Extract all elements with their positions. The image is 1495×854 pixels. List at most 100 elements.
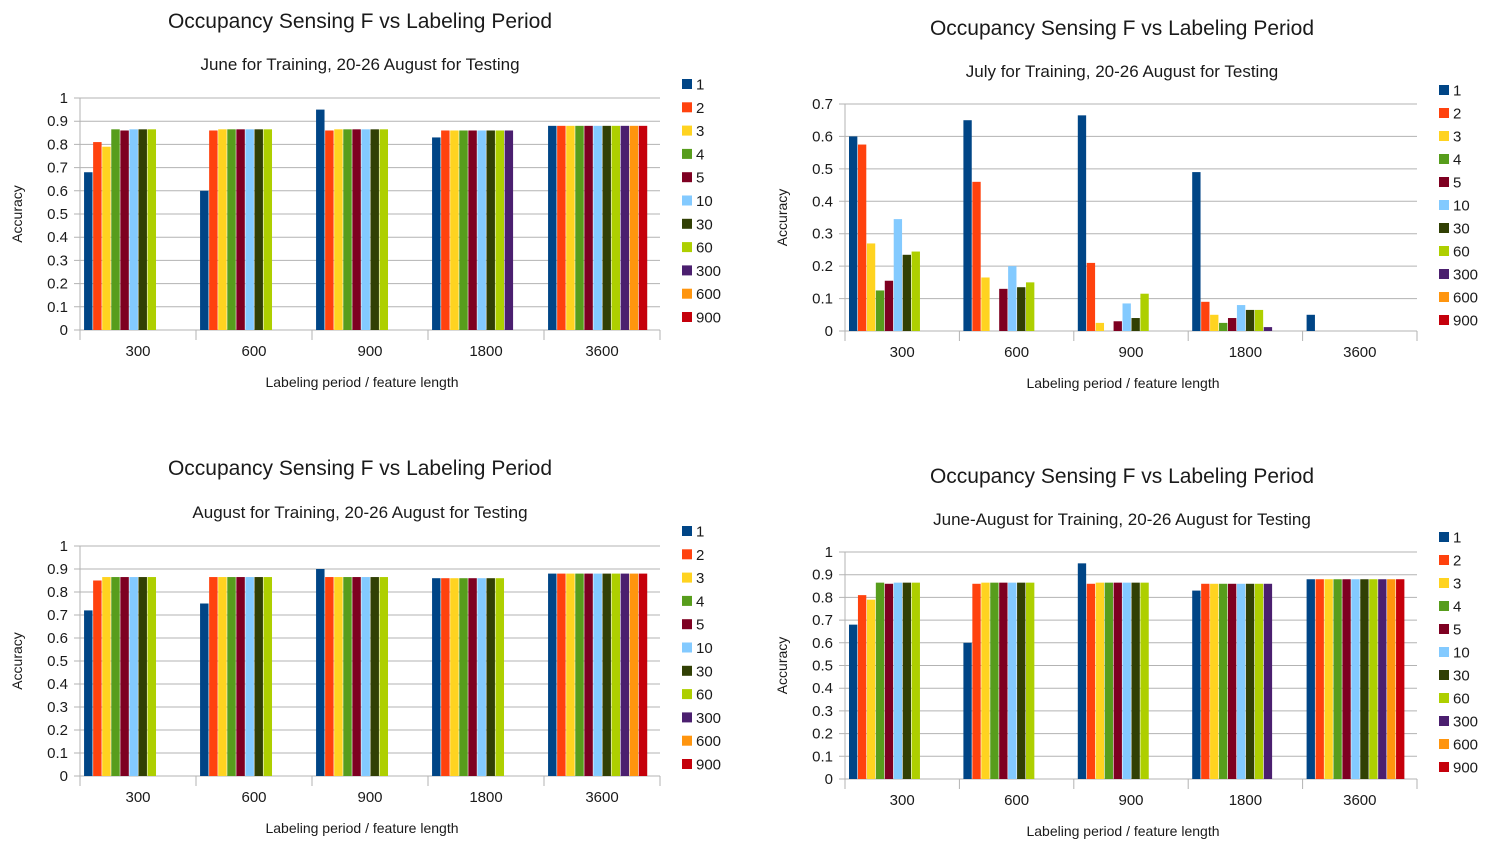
- legend-swatch-300: [1439, 716, 1449, 726]
- legend-label-2: 2: [1453, 553, 1461, 570]
- y-tick-label: 0.5: [47, 206, 68, 223]
- bar-series-900: [1396, 579, 1405, 779]
- bar-series-4: [343, 577, 352, 776]
- legend-label-600: 600: [1453, 737, 1478, 754]
- bar-series-5: [120, 130, 129, 330]
- y-tick-label: 0.4: [812, 680, 833, 697]
- bar-series-3: [981, 582, 990, 779]
- legend-swatch-3: [682, 572, 692, 583]
- bar-series-2: [1315, 579, 1324, 779]
- chart-subtitle: August for Training, 20-26 August for Te…: [192, 503, 527, 522]
- legend-swatch-600: [1439, 739, 1449, 749]
- bar-series-10: [893, 582, 903, 779]
- bar-series-3: [1324, 579, 1333, 779]
- bar-series-4: [227, 577, 236, 776]
- y-tick-label: 1: [825, 544, 833, 561]
- y-tick-label: 1: [60, 90, 68, 107]
- bar-series-60: [911, 251, 920, 331]
- chart-title: Occupancy Sensing F vs Labeling Period: [930, 17, 1314, 40]
- bar-series-3: [102, 577, 111, 776]
- bar-series-10: [593, 125, 602, 330]
- legend-label-1: 1: [1453, 83, 1461, 100]
- bar-series-30: [1131, 582, 1140, 779]
- bar-series-60: [1140, 582, 1149, 779]
- bar-series-60: [611, 125, 621, 330]
- legend-label-10: 10: [696, 193, 713, 210]
- legend-swatch-4: [1439, 154, 1449, 164]
- bar-series-1: [548, 125, 557, 330]
- legend-swatch-900: [1439, 762, 1449, 772]
- y-tick-label: 0.7: [812, 96, 833, 113]
- x-tick-label: 3600: [1343, 344, 1376, 361]
- legend-swatch-4: [682, 595, 692, 606]
- bar-series-4: [459, 578, 468, 776]
- chart-title: Occupancy Sensing F vs Labeling Period: [168, 457, 552, 480]
- bar-series-30: [1245, 309, 1255, 331]
- bar-series-3: [1095, 582, 1105, 779]
- bar-series-3: [866, 599, 876, 779]
- bar-series-2: [441, 578, 450, 776]
- x-tick-label: 600: [241, 789, 266, 806]
- bar-series-10: [1236, 305, 1246, 331]
- legend-label-300: 300: [1453, 267, 1478, 284]
- bar-series-10: [893, 219, 903, 331]
- bar-series-4: [575, 125, 584, 330]
- legend-swatch-3: [1439, 578, 1449, 588]
- chart-june: Occupancy Sensing F vs Labeling Period Ju…: [9, 10, 721, 390]
- y-tick-label: 0.4: [47, 229, 68, 246]
- y-tick-label: 0.1: [812, 748, 833, 765]
- bar-series-60: [379, 577, 389, 776]
- legend-label-2: 2: [696, 547, 704, 564]
- bar-series-1: [1077, 115, 1087, 331]
- bar-series-3: [218, 577, 227, 776]
- x-axis-label: Labeling period / feature length: [265, 374, 458, 390]
- y-tick-label: 0.6: [812, 635, 833, 652]
- legend-swatch-5: [682, 172, 692, 183]
- y-tick-label: 0.5: [812, 658, 833, 675]
- legend-swatch-300: [1439, 269, 1449, 279]
- bar-series-4: [1219, 322, 1228, 331]
- bar-series-2: [93, 580, 102, 776]
- legend-swatch-900: [682, 759, 692, 769]
- bar-series-3: [566, 125, 575, 330]
- bar-series-10: [1236, 583, 1246, 779]
- legend-label-300: 300: [1453, 714, 1478, 731]
- x-tick-label: 3600: [1343, 792, 1376, 809]
- bar-series-5: [884, 280, 894, 331]
- y-tick-label: 0.7: [47, 607, 68, 624]
- bar-series-2: [857, 144, 867, 331]
- bar-series-60: [379, 129, 389, 330]
- legend-swatch-30: [1439, 223, 1449, 233]
- bar-series-60: [1140, 293, 1149, 331]
- bar-series-2: [209, 577, 218, 776]
- bar-series-5: [120, 577, 129, 776]
- bar-series-10: [477, 578, 486, 776]
- legend-label-3: 3: [1453, 129, 1461, 146]
- legend-label-10: 10: [1453, 645, 1470, 662]
- bar-series-5: [1342, 579, 1351, 779]
- bar-series-1: [200, 190, 209, 330]
- legend-swatch-5: [1439, 177, 1449, 187]
- bar-series-5: [468, 130, 477, 330]
- y-tick-label: 0.2: [47, 276, 68, 293]
- y-tick-label: 0: [825, 771, 833, 788]
- bar-series-30: [902, 254, 912, 331]
- y-tick-label: 0.9: [47, 113, 68, 130]
- y-tick-label: 0.3: [812, 703, 833, 720]
- legend-swatch-30: [1439, 670, 1449, 680]
- legend-swatch-300: [682, 712, 692, 723]
- legend-label-600: 600: [696, 733, 721, 750]
- bar-series-10: [1122, 303, 1131, 331]
- bar-series-60: [1026, 282, 1035, 331]
- bar-series-2: [557, 125, 566, 330]
- bar-series-3: [1095, 322, 1105, 331]
- x-tick-label: 600: [1004, 344, 1029, 361]
- bar-series-1: [200, 603, 209, 776]
- bar-series-900: [638, 125, 648, 330]
- bar-series-30: [138, 129, 147, 330]
- legend-label-1: 1: [1453, 530, 1461, 547]
- legend-label-30: 30: [1453, 668, 1470, 685]
- bar-series-1: [84, 172, 93, 330]
- legend-label-3: 3: [1453, 576, 1461, 593]
- bar-series-60: [263, 577, 273, 776]
